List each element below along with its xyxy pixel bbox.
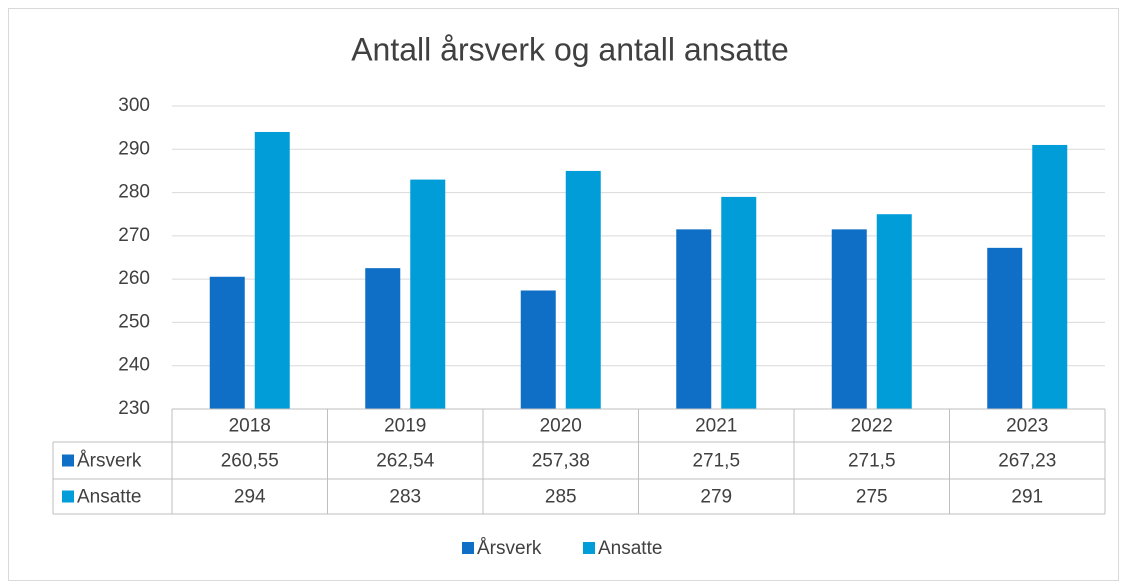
x-tick-label: 2019 (384, 416, 426, 437)
table-legend-key (62, 454, 74, 467)
table-value: 294 (234, 487, 266, 508)
chart-border (8, 8, 1119, 581)
table-value: 271,5 (692, 451, 740, 472)
y-tick-label: 270 (118, 225, 150, 246)
x-tick-label: 2022 (851, 416, 893, 437)
table-value: 262,54 (376, 451, 435, 472)
table-value: 267,23 (998, 451, 1056, 472)
bar (876, 214, 912, 409)
legend-key (583, 542, 595, 554)
bar (1032, 144, 1068, 409)
bar (831, 229, 867, 409)
table-value: 260,55 (221, 451, 279, 472)
legend-key (462, 542, 474, 554)
bar (565, 170, 601, 409)
y-tick-label: 240 (118, 355, 150, 376)
y-tick-label: 260 (118, 268, 150, 289)
table-value: 283 (389, 487, 421, 508)
table-series-name: Ansatte (77, 487, 141, 508)
x-tick-label: 2021 (695, 416, 737, 437)
bar (987, 247, 1023, 409)
bar (254, 131, 290, 409)
table-value: 291 (1011, 487, 1043, 508)
y-tick-label: 280 (118, 182, 150, 203)
bar (410, 179, 446, 409)
legend-label: Ansatte (598, 538, 662, 559)
x-tick-label: 2018 (229, 416, 271, 437)
bar (520, 290, 556, 409)
table-legend-key (62, 490, 74, 503)
chart-title: Antall årsverk og antall ansatte (351, 31, 789, 67)
table-value: 275 (856, 487, 888, 508)
y-tick-label: 290 (118, 138, 150, 159)
y-tick-label: 230 (118, 398, 150, 419)
bar (676, 229, 712, 409)
legend-label: Årsverk (477, 538, 542, 559)
y-tick-label: 300 (118, 95, 150, 116)
x-tick-label: 2023 (1006, 416, 1048, 437)
bar (209, 276, 245, 409)
bar (365, 268, 401, 409)
table-value: 271,5 (848, 451, 896, 472)
table-series-name: Årsverk (77, 451, 142, 472)
bar (721, 196, 757, 409)
x-tick-label: 2020 (540, 416, 582, 437)
table-value: 279 (700, 487, 732, 508)
table-value: 285 (545, 487, 577, 508)
y-tick-label: 250 (118, 311, 150, 332)
table-value: 257,38 (532, 451, 590, 472)
